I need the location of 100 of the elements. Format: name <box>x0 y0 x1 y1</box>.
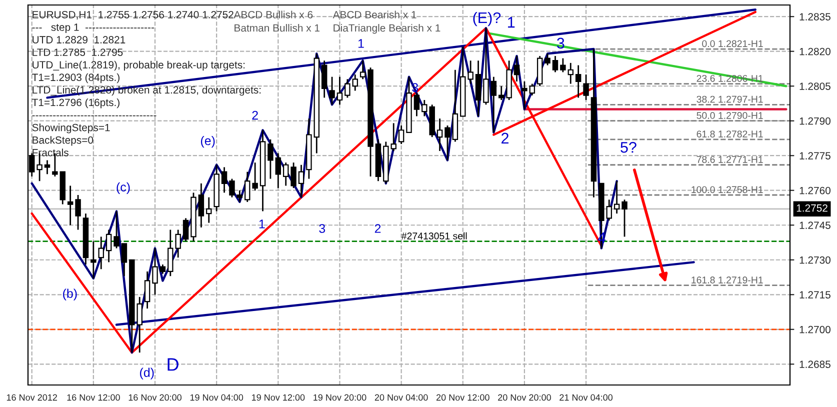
annotation: Batman Bullish x 1 <box>234 24 320 32</box>
annotation: --- step 1 -------------------- <box>32 24 154 33</box>
x-tick-label: 16 Nov 2012 <box>6 394 57 401</box>
candlestick <box>221 166 228 194</box>
y-tick-label: 1.2820 <box>800 48 830 56</box>
candlestick <box>321 60 328 98</box>
x-tick-label: 20 Nov 12:00 <box>436 394 490 401</box>
candlestick <box>282 162 289 186</box>
x-tick-label: 19 Nov 04:00 <box>190 394 244 401</box>
annotation: LTD 1.2785 1.2795 <box>32 48 123 56</box>
annotation: 1 <box>508 17 515 28</box>
annotation: 1 <box>358 39 364 48</box>
candlestick <box>114 210 120 249</box>
y-tick-label: 1.2835 <box>800 13 830 20</box>
annotation: (e) <box>200 136 215 148</box>
candlestick <box>90 240 96 280</box>
annotation: ABCD Bearish x 1 <box>332 10 416 18</box>
candlestick <box>606 198 612 222</box>
annotation: ------------------------------------ <box>32 115 156 116</box>
candlestick <box>614 180 620 214</box>
ref-line-label: 1.2752 <box>796 204 828 212</box>
y-tick-label: 1.2685 <box>800 360 830 368</box>
candlestick <box>336 76 343 106</box>
annotation: D <box>168 358 178 371</box>
x-tick-label: 19 Nov 12:00 <box>252 394 305 401</box>
x-tick-label: 16 Nov 20:00 <box>128 394 182 401</box>
annotation: 2 <box>374 224 381 233</box>
x-tick-label: 21 Nov 04:00 <box>560 394 613 401</box>
annotation: 1 <box>259 220 265 228</box>
ref-line-label: 100.0 1.2758-H1 <box>692 186 763 194</box>
y-tick-label: 1.2775 <box>800 152 830 160</box>
candlestick <box>622 198 628 238</box>
candlestick <box>544 52 550 66</box>
annotation: T1=1.2903 (84pts.) <box>32 73 120 84</box>
annotation: 4 <box>598 232 606 244</box>
ref-line-label: 61.8 1.2782-H1 <box>696 130 763 138</box>
candlestick <box>75 194 81 230</box>
candlestick <box>236 190 243 203</box>
annotation: ShowingSteps=1 <box>32 124 110 134</box>
y-tick-label: 1.2745 <box>800 222 830 229</box>
ref-line-label: 0.0 1.2821-H1 <box>702 40 763 48</box>
candlestick <box>552 55 558 73</box>
candlestick <box>206 196 212 224</box>
annotation: (b) <box>63 288 77 300</box>
annotation: ABCD Bullish x 6 <box>234 10 313 18</box>
ref-line-label: 161.8 1.2719-H1 <box>692 276 763 284</box>
x-tick-label: 16 Nov 12:00 <box>67 394 120 401</box>
candlestick <box>344 78 350 98</box>
x-tick-label: 20 Nov 20:00 <box>498 394 551 401</box>
candlestick <box>529 83 536 96</box>
candlestick <box>182 217 189 242</box>
candlestick <box>198 182 204 228</box>
candlestick <box>44 160 50 175</box>
candlestick <box>514 55 520 82</box>
candlestick <box>414 92 420 117</box>
x-tick-label: 19 Nov 20:00 <box>314 394 366 401</box>
y-tick-label: 1.2700 <box>800 326 830 334</box>
candlestick <box>483 27 489 106</box>
candlestick <box>560 58 566 73</box>
y-tick-label: 1.2760 <box>800 186 830 194</box>
annotation: (d) <box>140 368 154 380</box>
candlestick <box>244 171 250 203</box>
annotation: (E)? <box>473 12 501 26</box>
ref-line-label: 50.0 1.2790-H1 <box>696 112 763 119</box>
candlestick <box>583 74 589 101</box>
y-tick-label: 1.2730 <box>800 256 830 264</box>
annotation: 5? <box>620 142 636 153</box>
candlestick <box>67 185 74 226</box>
candlestick <box>229 178 235 198</box>
y-tick-label: 1.2790 <box>800 117 830 125</box>
x-tick-label: 20 Nov 04:00 <box>374 394 428 401</box>
candlestick <box>144 270 150 310</box>
candlestick <box>352 74 358 92</box>
annotation: T1=1.2796 (16pts.) <box>32 98 120 108</box>
candlestick <box>290 162 296 189</box>
candlestick <box>252 162 258 192</box>
candlestick <box>436 118 443 152</box>
ref-line-label: #27413051 sell <box>401 232 467 240</box>
candlestick <box>152 248 158 296</box>
candlestick <box>268 138 274 180</box>
candlestick <box>575 64 582 98</box>
y-tick-label: 1.2715 <box>800 291 830 299</box>
candlestick <box>444 124 450 161</box>
chart-title: EURUSD,H1 1.2755 1.2756 1.2740 1.2752 <box>32 10 234 20</box>
candlestick <box>468 60 474 84</box>
ref-line-label: 38.2 1.2797-H1 <box>696 96 763 103</box>
candlestick <box>121 242 128 277</box>
y-tick-label: 1.2805 <box>800 82 830 90</box>
annotation: 2 <box>502 132 508 144</box>
candlestick <box>329 76 335 106</box>
candlestick <box>275 152 282 189</box>
candlestick <box>298 164 304 198</box>
candlestick <box>106 229 112 263</box>
candlestick <box>398 124 404 145</box>
ref-line-label: 78.6 1.2771-H1 <box>696 156 763 163</box>
annotation: UTD_Line(1.2819), probable break-up targets: <box>32 60 245 71</box>
annotation: (c) <box>116 182 130 194</box>
annotation: DiaTriangle Bearish x 1 <box>334 24 440 34</box>
annotation: 2 <box>252 110 258 120</box>
annotation: BackSteps=0 <box>32 136 94 146</box>
